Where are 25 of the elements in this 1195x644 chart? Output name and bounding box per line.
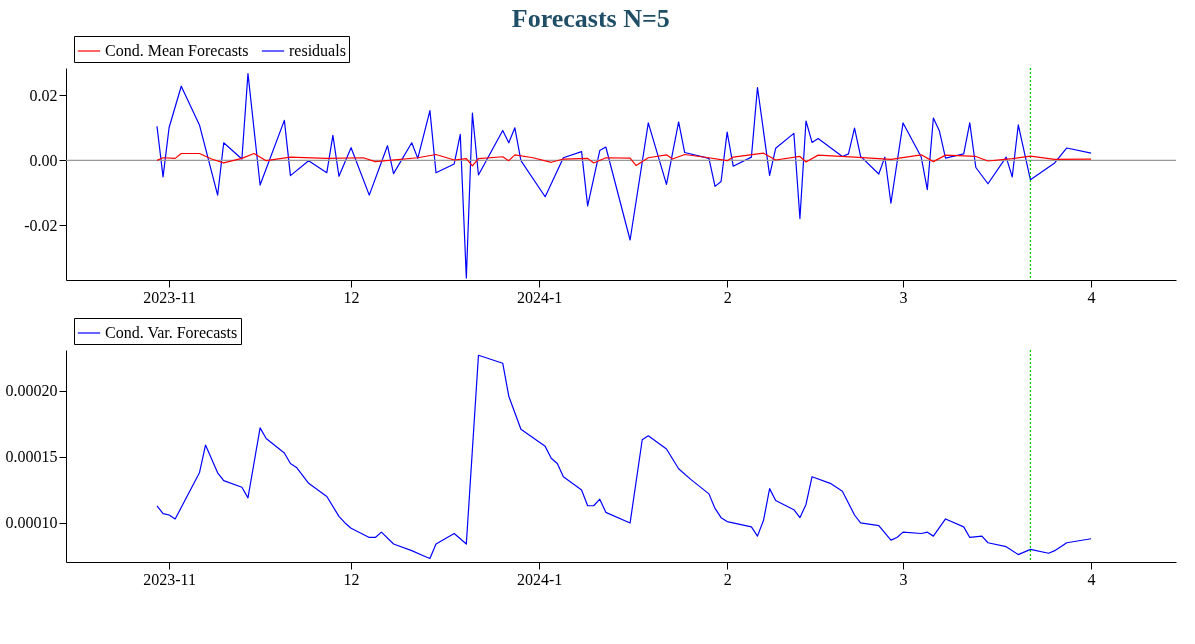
y-tick-label: 0.00015	[5, 448, 58, 466]
y-tick-label: 0.00	[29, 151, 58, 169]
chart-title: Forecasts N=5	[511, 3, 670, 33]
x-tick-label: 2	[723, 570, 732, 588]
y-tick-label: -0.02	[24, 216, 58, 234]
x-tick-label: 4	[1087, 288, 1096, 306]
x-tick-label: 2	[723, 288, 732, 306]
x-tick-label: 2024-1	[516, 288, 563, 306]
legend-label: Cond. Mean Forecasts	[105, 42, 249, 59]
legend-label: residuals	[289, 42, 346, 59]
x-tick-label: 4	[1087, 570, 1096, 588]
legend-label: Cond. Var. Forecasts	[105, 324, 238, 341]
x-tick-label: 2024-1	[516, 570, 563, 588]
line-series	[156, 72, 1092, 279]
y-tick-label: 0.02	[29, 86, 58, 104]
x-tick-label: 3	[899, 570, 908, 588]
x-tick-label: 2023-11	[143, 570, 196, 588]
x-tick-label: 12	[343, 570, 360, 588]
x-tick-label: 3	[899, 288, 908, 306]
line-series	[156, 354, 1092, 560]
x-tick-label: 2023-11	[143, 288, 196, 306]
y-tick-label: 0.00020	[5, 382, 58, 400]
x-tick-label: 12	[343, 288, 360, 306]
y-tick-label: 0.00010	[5, 514, 58, 532]
line-series	[156, 152, 1092, 167]
